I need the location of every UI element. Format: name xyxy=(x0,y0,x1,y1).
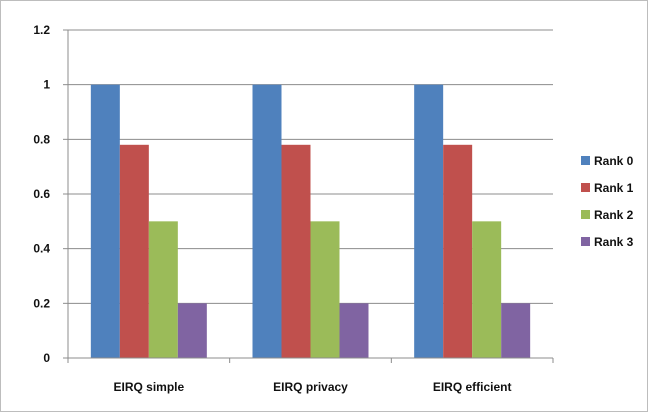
bar-rank-0 xyxy=(90,84,120,359)
bar-rank-1 xyxy=(119,144,149,358)
bar-rank-1 xyxy=(443,144,473,358)
x-category-label: EIRQ efficient xyxy=(433,380,512,394)
bar-rank-0 xyxy=(252,84,282,359)
legend-swatch xyxy=(581,183,590,192)
bar-rank-2 xyxy=(148,221,178,358)
y-tick-label: 0.4 xyxy=(33,242,50,256)
legend-label: Rank 2 xyxy=(594,208,634,222)
bar-rank-3 xyxy=(501,303,531,358)
bar-rank-2 xyxy=(310,221,340,358)
bars xyxy=(90,84,531,359)
y-tick-label: 1 xyxy=(43,78,50,92)
legend-swatch xyxy=(581,156,590,165)
legend-swatch xyxy=(581,210,590,219)
bar-rank-0 xyxy=(414,84,444,359)
bar-rank-3 xyxy=(339,303,369,358)
legend-label: Rank 3 xyxy=(594,235,634,249)
x-category-label: EIRQ privacy xyxy=(273,380,348,394)
x-category-label: EIRQ simple xyxy=(113,380,184,394)
legend-label: Rank 1 xyxy=(594,181,634,195)
legend-swatch xyxy=(581,237,590,246)
bar-rank-3 xyxy=(177,303,207,358)
legend-label: Rank 0 xyxy=(594,154,634,168)
y-tick-label: 0.8 xyxy=(33,132,50,146)
y-tick-label: 0 xyxy=(43,351,50,365)
y-tick-label: 1.2 xyxy=(33,23,50,37)
y-tick-label: 0.6 xyxy=(33,187,50,201)
legend: Rank 0 Rank 1 Rank 2 Rank 3 xyxy=(581,154,634,249)
y-tick-label: 0.2 xyxy=(33,296,50,310)
axes: 0 0.2 0.4 0.6 0.8 1 1.2 EIRQ simple EIRQ privacy… xyxy=(33,23,554,394)
bar-rank-1 xyxy=(281,144,311,358)
bar-rank-2 xyxy=(472,221,502,358)
